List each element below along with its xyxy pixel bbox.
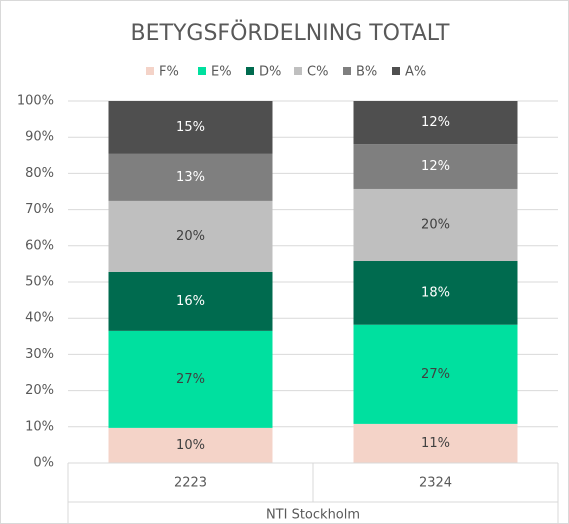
data-label: 11%	[421, 436, 450, 451]
y-tick-label: 50%	[25, 275, 54, 290]
legend-swatch	[343, 67, 351, 75]
y-tick-label: 40%	[25, 311, 54, 326]
bar-segment	[353, 101, 518, 145]
bar-segment	[353, 324, 518, 424]
bar-segment	[353, 261, 518, 325]
y-tick-label: 80%	[25, 166, 54, 181]
data-label: 12%	[421, 159, 450, 174]
bar-segment	[353, 423, 518, 463]
y-tick-label: 100%	[17, 94, 54, 109]
group-label: NTI Stockholm	[266, 508, 360, 523]
y-tick-label: 60%	[25, 238, 54, 253]
data-label: 10%	[176, 438, 205, 453]
bar-segment	[108, 200, 273, 272]
bar-segment	[108, 271, 273, 331]
bar-segment	[353, 188, 518, 262]
y-tick-label: 0%	[33, 456, 54, 471]
legend-swatch	[198, 67, 206, 75]
y-tick-label: 90%	[25, 130, 54, 145]
y-tick-label: 30%	[25, 347, 54, 362]
bar-segment	[108, 101, 273, 154]
bar-segment	[108, 153, 273, 201]
legend-swatch	[246, 67, 254, 75]
data-label: 16%	[176, 294, 205, 309]
legend-swatch	[392, 67, 400, 75]
legend-label: E%	[211, 65, 232, 80]
bar-segment	[108, 330, 273, 428]
legend-label: D%	[259, 65, 281, 80]
x-tick-label: 2324	[419, 476, 452, 491]
y-tick-label: 20%	[25, 383, 54, 398]
legend-swatch	[146, 67, 154, 75]
chart-title: BETYGSFÖRDELNING TOTALT	[131, 20, 450, 46]
y-tick-label: 10%	[25, 419, 54, 434]
legend-label: A%	[405, 65, 426, 80]
legend-swatch	[294, 67, 302, 75]
data-label: 27%	[421, 367, 450, 382]
data-label: 20%	[421, 217, 450, 232]
legend-label: B%	[356, 65, 377, 80]
data-label: 15%	[176, 120, 205, 135]
bar-segment	[108, 427, 273, 463]
data-label: 27%	[176, 372, 205, 387]
x-tick-label: 2223	[174, 476, 207, 491]
legend-label: F%	[159, 65, 179, 80]
data-label: 12%	[421, 115, 450, 130]
bar-segment	[353, 144, 518, 189]
data-label: 18%	[421, 285, 450, 300]
data-label: 13%	[176, 170, 205, 185]
legend-label: C%	[307, 65, 328, 80]
y-tick-label: 70%	[25, 202, 54, 217]
data-label: 20%	[176, 229, 205, 244]
